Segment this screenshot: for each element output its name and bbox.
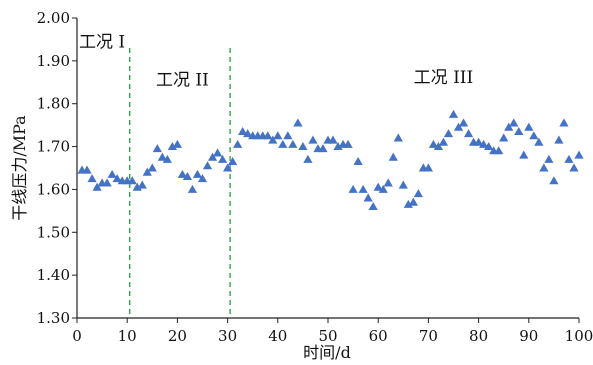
data-point-triangle bbox=[303, 155, 312, 163]
data-point-triangle bbox=[414, 189, 423, 197]
y-tick-label: 1.30 bbox=[37, 309, 70, 327]
x-axis-title: 时间/d bbox=[303, 343, 351, 362]
phase-label-3: 工况 III bbox=[414, 68, 474, 88]
data-point-triangle bbox=[514, 127, 523, 135]
phase-labels: 工况 I 工况 II 工况 III bbox=[79, 33, 473, 91]
data-point-triangle bbox=[464, 129, 473, 137]
data-point-triangle bbox=[349, 185, 358, 193]
data-point-triangle bbox=[569, 163, 578, 171]
y-tick-label: 1.90 bbox=[37, 52, 70, 70]
data-point-triangle bbox=[554, 136, 563, 144]
data-point-triangle bbox=[193, 170, 202, 178]
data-point-triangle bbox=[354, 157, 363, 165]
data-points bbox=[77, 110, 583, 210]
data-point-triangle bbox=[409, 198, 418, 206]
x-tick-label: 60 bbox=[369, 327, 388, 345]
data-point-triangle bbox=[138, 181, 147, 189]
data-point-triangle bbox=[384, 178, 393, 186]
data-point-triangle bbox=[444, 129, 453, 137]
data-point-triangle bbox=[359, 185, 368, 193]
data-point-triangle bbox=[574, 151, 583, 159]
data-point-triangle bbox=[148, 163, 157, 171]
data-point-triangle bbox=[539, 163, 548, 171]
axes: 1.30 1.40 1.50 1.60 1.70 1.80 1.90 2.00 0 10 20 30 4… bbox=[37, 9, 593, 345]
phase-label-2: 工况 II bbox=[156, 70, 209, 90]
data-point-triangle bbox=[108, 170, 117, 178]
data-point-triangle bbox=[369, 202, 378, 210]
x-tick-label: 70 bbox=[419, 327, 438, 345]
data-point-triangle bbox=[439, 138, 448, 146]
data-point-triangle bbox=[288, 140, 297, 148]
data-point-triangle bbox=[173, 140, 182, 148]
x-tick-label: 40 bbox=[268, 327, 287, 345]
data-point-triangle bbox=[524, 123, 533, 131]
y-tick-label: 1.70 bbox=[37, 138, 70, 156]
data-point-triangle bbox=[449, 110, 458, 118]
data-point-triangle bbox=[509, 118, 518, 126]
data-point-triangle bbox=[519, 151, 528, 159]
y-tick-label: 1.50 bbox=[37, 223, 70, 241]
data-point-triangle bbox=[228, 157, 237, 165]
data-point-triangle bbox=[283, 131, 292, 139]
y-tick-label: 1.60 bbox=[37, 180, 70, 198]
data-point-triangle bbox=[233, 140, 242, 148]
data-point-triangle bbox=[399, 181, 408, 189]
data-point-triangle bbox=[499, 133, 508, 141]
data-point-triangle bbox=[549, 176, 558, 184]
data-point-triangle bbox=[459, 118, 468, 126]
y-tick-label: 1.80 bbox=[37, 95, 70, 113]
data-point-triangle bbox=[298, 142, 307, 150]
data-point-triangle bbox=[87, 174, 96, 182]
data-point-triangle bbox=[203, 161, 212, 169]
x-tick-label: 90 bbox=[519, 327, 538, 345]
data-point-triangle bbox=[293, 118, 302, 126]
data-point-triangle bbox=[544, 155, 553, 163]
data-point-triangle bbox=[564, 155, 573, 163]
x-tick-label: 20 bbox=[168, 327, 187, 345]
data-point-triangle bbox=[213, 148, 222, 156]
data-point-triangle bbox=[389, 153, 398, 161]
phase-label-1: 工况 I bbox=[79, 33, 125, 53]
y-tick-label: 2.00 bbox=[37, 9, 70, 27]
data-point-triangle bbox=[559, 118, 568, 126]
data-point-triangle bbox=[278, 140, 287, 148]
data-point-triangle bbox=[308, 136, 317, 144]
x-tick-label: 100 bbox=[565, 327, 593, 345]
y-axis-title: 干线压力/MPa bbox=[10, 115, 29, 221]
x-tick-label: 10 bbox=[118, 327, 137, 345]
data-point-triangle bbox=[153, 144, 162, 152]
data-point-triangle bbox=[273, 131, 282, 139]
y-tick-label: 1.40 bbox=[37, 266, 70, 284]
data-point-triangle bbox=[188, 185, 197, 193]
x-tick-label: 0 bbox=[72, 327, 82, 345]
x-tick-label: 30 bbox=[218, 327, 237, 345]
data-point-triangle bbox=[394, 133, 403, 141]
data-point-triangle bbox=[364, 193, 373, 201]
x-tick-label: 80 bbox=[469, 327, 488, 345]
data-point-triangle bbox=[529, 131, 538, 139]
